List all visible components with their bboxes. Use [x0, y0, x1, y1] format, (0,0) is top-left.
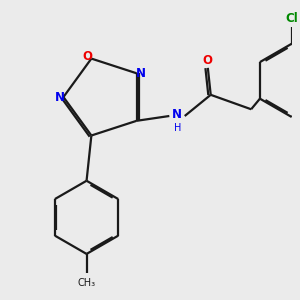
Text: O: O	[82, 50, 92, 63]
Text: Cl: Cl	[285, 12, 298, 25]
Text: H: H	[174, 123, 182, 133]
Text: N: N	[55, 91, 64, 103]
Text: CH₃: CH₃	[77, 278, 96, 288]
Text: N: N	[135, 67, 146, 80]
Text: O: O	[203, 54, 213, 67]
Text: N: N	[172, 108, 182, 121]
